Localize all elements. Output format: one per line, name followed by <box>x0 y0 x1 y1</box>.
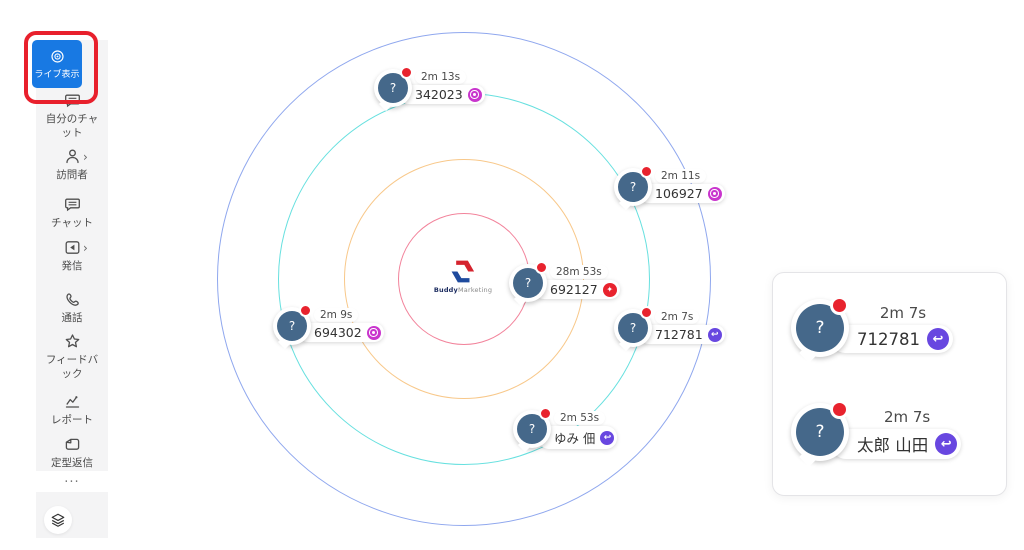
visitor-id: 712781 <box>857 329 920 349</box>
visit-duration: 2m 13s <box>415 70 467 84</box>
visitor-avatar: ? <box>614 165 653 206</box>
visit-duration: 2m 53s <box>554 411 606 425</box>
chevron-right-icon: › <box>83 150 88 164</box>
layers-icon <box>51 513 65 527</box>
sidebar-item-live-view[interactable]: ライブ表示 <box>32 40 82 88</box>
campaign-source-icon <box>707 186 722 201</box>
sidebar-item-feedback[interactable]: フィードバック <box>36 333 108 381</box>
presence-dot <box>830 400 849 419</box>
chats-icon <box>64 196 81 213</box>
returning-visitor-icon: ↩ <box>927 328 949 350</box>
visitor-avatar: ? <box>791 400 849 461</box>
visit-duration: 28m 53s <box>550 265 608 279</box>
sidebar-item-my-chats[interactable]: 自分のチャット <box>36 92 108 140</box>
visitor-detail-panel: ? 2m 7s 712781 ↩ ? 2m 7s 太郎 山田 ↩ <box>772 272 1007 496</box>
visitor-marker[interactable]: ? 2m 7s 712781 ↩ <box>614 306 725 347</box>
sidebar-item-label: 自分のチャット <box>45 113 99 140</box>
panel-visitor-row[interactable]: ? 2m 7s 太郎 山田 ↩ <box>791 400 962 461</box>
phone-icon <box>64 291 81 308</box>
presence-dot <box>299 304 312 317</box>
campaign-source-icon <box>366 325 381 340</box>
visitor-avatar: ? <box>509 261 548 302</box>
visitor-marker[interactable]: ? 2m 11s 106927 <box>614 165 725 206</box>
sidebar-item-chats[interactable]: チャット <box>36 196 108 230</box>
sidebar-more-button[interactable]: ... <box>64 471 80 486</box>
visitor-avatar: ? <box>791 296 849 357</box>
visitor-id: 342023 <box>415 87 463 102</box>
returning-visitor-icon: ↩ <box>935 433 958 455</box>
sidebar-item-label: ライブ表示 <box>34 69 80 80</box>
outbound-icon <box>64 239 81 256</box>
boost-source-icon: ✦ <box>602 282 617 297</box>
visitor-id: 106927 <box>655 186 703 201</box>
live-view-icon <box>50 49 64 63</box>
visitor-marker[interactable]: ? 2m 9s 694302 <box>273 304 384 345</box>
visit-duration: 2m 7s <box>879 304 927 322</box>
brand-mark-icon <box>451 260 475 283</box>
sidebar <box>36 40 108 538</box>
visitor-marker[interactable]: ? 2m 53s ゆみ 佃 ↩ <box>513 407 618 449</box>
sidebar-item-label: 訪問者 <box>56 169 88 181</box>
panel-visitor-row[interactable]: ? 2m 7s 712781 ↩ <box>791 296 953 357</box>
chart-icon <box>64 393 81 410</box>
visitor-marker[interactable]: ? 2m 13s 342023 <box>374 66 485 107</box>
my-chats-icon <box>64 92 81 109</box>
sidebar-item-label: 定型返信 <box>51 457 93 469</box>
sidebar-item-outbound[interactable]: › 発信 <box>36 239 108 273</box>
sidebar-item-label: レポート <box>51 414 93 426</box>
presence-dot <box>640 165 653 178</box>
visit-duration: 2m 9s <box>314 308 359 322</box>
chevron-right-icon: › <box>83 241 88 255</box>
sidebar-item-canned-replies[interactable]: 定型返信 <box>36 436 108 470</box>
sidebar-item-label: フィードバック <box>45 354 99 381</box>
visitor-id: 694302 <box>314 325 362 340</box>
visitor-avatar: ? <box>374 66 413 107</box>
presence-dot <box>640 306 653 319</box>
sidebar-item-reports[interactable]: レポート <box>36 393 108 427</box>
brand-name: BuddyMarketing <box>433 286 493 294</box>
canned-reply-icon <box>64 436 81 453</box>
radar-ring-outer <box>217 32 711 526</box>
visitor-name: ゆみ 佃 <box>554 431 596 446</box>
campaign-source-icon <box>467 87 482 102</box>
visitor-id: 712781 <box>655 327 703 342</box>
visitor-avatar: ? <box>513 407 552 448</box>
presence-dot <box>535 261 548 274</box>
sidebar-item-visitors[interactable]: › 訪問者 <box>36 148 108 182</box>
visitors-icon <box>64 148 81 165</box>
layers-button[interactable] <box>44 506 72 534</box>
visitor-avatar: ? <box>273 304 312 345</box>
sidebar-divider <box>36 471 108 492</box>
presence-dot <box>830 296 849 315</box>
visitor-id: 692127 <box>550 282 598 297</box>
sidebar-item-label: チャット <box>51 217 93 229</box>
visit-duration: 2m 11s <box>655 169 707 183</box>
star-icon <box>64 333 81 350</box>
company-logo: BuddyMarketing <box>434 258 492 294</box>
sidebar-item-calls[interactable]: 通話 <box>36 291 108 325</box>
visitor-marker[interactable]: ? 28m 53s 692127 ✦ <box>509 261 620 302</box>
presence-dot <box>539 407 552 420</box>
returning-visitor-icon: ↩ <box>707 327 722 342</box>
sidebar-item-label: 通話 <box>61 312 83 324</box>
visit-duration: 2m 7s <box>655 310 700 324</box>
visit-duration: 2m 7s <box>883 408 931 426</box>
visitor-name: 太郎 山田 <box>857 436 929 455</box>
visitor-avatar: ? <box>614 306 653 347</box>
sidebar-item-label: 発信 <box>61 260 83 272</box>
returning-visitor-icon: ↩ <box>600 430 615 445</box>
presence-dot <box>400 66 413 79</box>
